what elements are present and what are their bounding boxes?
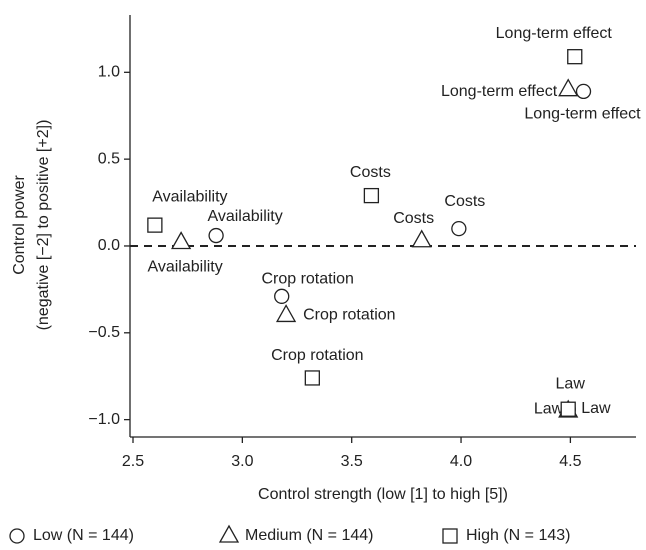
point-label: Law xyxy=(581,400,611,417)
y-axis-label: Control power xyxy=(11,175,28,275)
point-label: Costs xyxy=(393,210,434,227)
y-tick-label: −1.0 xyxy=(88,411,120,428)
marker-circle xyxy=(208,227,224,244)
legend-label: High (N = 143) xyxy=(466,527,571,544)
legend-label: Medium (N = 144) xyxy=(245,527,374,544)
x-tick-label: 3.5 xyxy=(341,453,363,470)
point-label: Costs xyxy=(350,164,391,181)
x-axis-label: Control strength (low [1] to high [5]) xyxy=(258,486,508,503)
y-tick-label: 0.0 xyxy=(98,237,120,254)
marker-circle xyxy=(575,83,592,100)
point-label: Long-term effect xyxy=(524,106,641,123)
point-label: Long-term effect xyxy=(496,25,613,42)
point-label: Crop rotation xyxy=(261,271,354,288)
point-label: Availability xyxy=(207,208,282,225)
x-tick-label: 4.5 xyxy=(559,453,581,470)
marker-triangle xyxy=(275,304,297,323)
marker-square xyxy=(363,187,380,204)
x-tick-label: 4.0 xyxy=(450,453,472,470)
marker-square xyxy=(567,49,583,65)
marker-triangle xyxy=(171,231,192,250)
marker-square xyxy=(304,370,320,386)
point-label: Crop rotation xyxy=(271,347,364,364)
y-tick-label: 1.0 xyxy=(98,64,120,81)
point-label: Costs xyxy=(444,193,485,210)
legend-label: Low (N = 144) xyxy=(33,527,134,544)
point-label: Availability xyxy=(152,188,227,205)
legend-marker xyxy=(9,528,25,544)
y-axis-label: (negative [−2] to positive [+2]) xyxy=(35,120,52,331)
marker-circle xyxy=(274,288,290,304)
point-label: Long-term effect xyxy=(441,83,558,100)
marker-square xyxy=(147,217,163,233)
marker-triangle xyxy=(558,78,579,97)
marker-circle xyxy=(451,220,467,237)
point-label: Crop rotation xyxy=(303,307,396,324)
marker-triangle xyxy=(411,229,432,248)
x-tick-label: 3.0 xyxy=(231,453,253,470)
y-tick-label: −0.5 xyxy=(88,324,120,341)
legend-marker xyxy=(218,524,240,543)
point-label: Law xyxy=(556,375,586,392)
legend-marker xyxy=(442,528,458,544)
y-tick-label: 0.5 xyxy=(98,150,120,167)
x-tick-label: 2.5 xyxy=(122,453,144,470)
point-label: Law xyxy=(534,400,564,417)
point-label: Availability xyxy=(147,259,222,276)
marker-square xyxy=(560,401,576,417)
